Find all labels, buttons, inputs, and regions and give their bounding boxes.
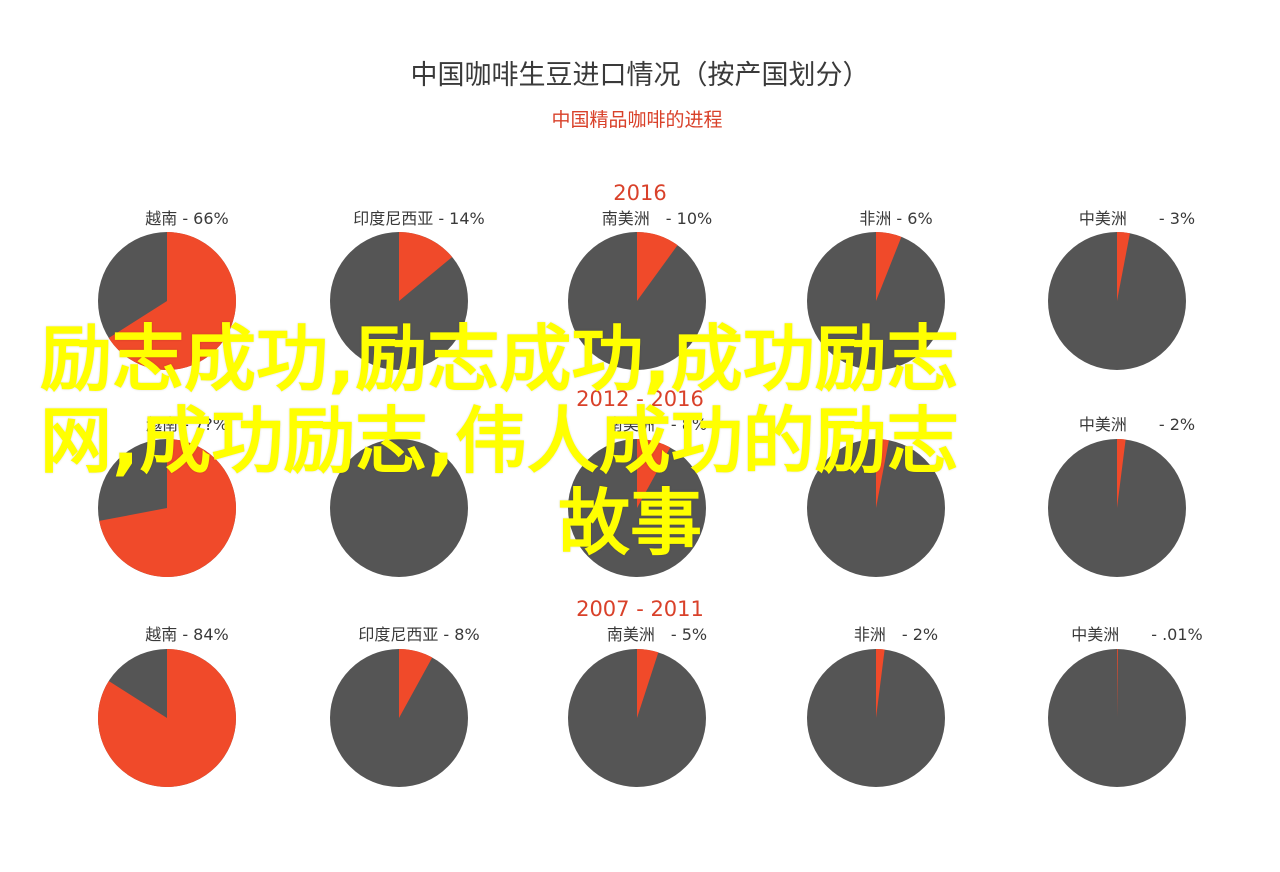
pie-rest-slice: [330, 439, 468, 577]
period-label: 2007 - 2011: [576, 597, 704, 621]
pie-share-slice: [399, 232, 453, 301]
pie-share-slice: [637, 649, 659, 718]
pie-label: 印度尼西亚 - 8%: [358, 625, 479, 644]
pie-share-slice: [1117, 439, 1126, 508]
pie-0-4: 中美洲 - 3%: [1048, 209, 1195, 370]
pie-1-1: [330, 439, 468, 577]
pie-share-slice: [1117, 232, 1130, 301]
pie-label: 非洲 - 6%: [859, 209, 932, 228]
pie-share-slice: [876, 439, 889, 508]
pie-share-slice: [637, 439, 671, 508]
pie-share-slice: [97, 649, 236, 787]
pie-share-slice: [637, 232, 678, 301]
chart-subtitle: 中国精品咖啡的进程: [551, 109, 722, 131]
pie-label: 越南 - 7?%: [146, 415, 228, 434]
pie-share-slice: [876, 649, 885, 718]
pie-label: 越南 - 66%: [145, 209, 229, 228]
pie-share-slice: [1117, 649, 1118, 718]
pie-label: 中美洲 - .01%: [1071, 625, 1203, 644]
pie-label: 南美洲 - 10%: [602, 209, 712, 228]
pie-label: 中美洲 - 2%: [1079, 415, 1195, 434]
pie-label: 中美洲 - 3%: [1079, 209, 1195, 228]
pie-label: 印度尼西亚 - 14%: [353, 209, 485, 228]
pie-share-slice: [876, 232, 902, 301]
pie-0-2: 南美洲 - 10%: [568, 209, 712, 370]
pie-label: 非洲 - 2%: [854, 625, 938, 644]
pie-2-0: 越南 - 84%: [97, 625, 236, 787]
pie-share-slice: [399, 649, 433, 718]
pie-share-slice: [108, 232, 236, 370]
pie-0-3: 非洲 - 6%: [807, 209, 945, 370]
pie-1-0: 越南 - 7?%: [98, 415, 236, 577]
period-label: 2016: [613, 181, 666, 205]
pie-share-slice: [99, 439, 236, 577]
pie-label: 南美洲 - 8%: [607, 415, 707, 434]
pie-2-3: 非洲 - 2%: [807, 625, 945, 787]
pie-2-2: 南美洲 - 5%: [568, 625, 707, 787]
pie-label: 南美洲 - 5%: [607, 625, 707, 644]
pie-label: 越南 - 84%: [145, 625, 229, 644]
pie-2-1: 印度尼西亚 - 8%: [330, 625, 480, 787]
period-label: 2012 - 2016: [576, 387, 704, 411]
pie-1-2: 南美洲 - 8%: [568, 415, 707, 577]
pie-0-1: 印度尼西亚 - 14%: [330, 209, 485, 370]
pie-1-3: [807, 439, 945, 577]
pie-0-0: 越南 - 66%: [98, 209, 236, 370]
pie-1-4: 中美洲 - 2%: [1048, 415, 1195, 577]
chart-title: 中国咖啡生豆进口情况（按产国划分）: [411, 60, 870, 91]
pie-2-4: 中美洲 - .01%: [1048, 625, 1203, 787]
